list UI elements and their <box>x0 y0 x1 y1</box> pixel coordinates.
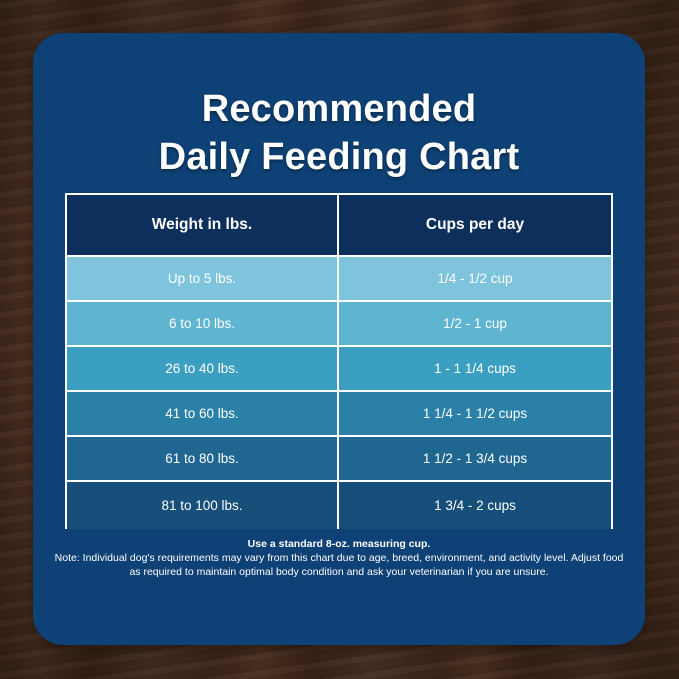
feeding-chart-panel: Recommended Daily Feeding Chart Weight i… <box>33 33 645 645</box>
cups-cell: 1/2 - 1 cup <box>443 316 507 331</box>
table-row: 81 to 100 lbs. 1 3/4 - 2 cups <box>67 480 611 529</box>
weight-cell: 6 to 10 lbs. <box>67 302 339 345</box>
title-line-1: Recommended <box>201 88 477 130</box>
weight-cell: Up to 5 lbs. <box>67 257 339 300</box>
weight-cell: 61 to 80 lbs. <box>67 437 339 480</box>
title-line-2: Daily Feeding Chart <box>158 136 520 178</box>
weight-cell: 81 to 100 lbs. <box>67 482 339 529</box>
cups-cell: 1 3/4 - 2 cups <box>434 498 516 513</box>
cups-cell: 1 1/2 - 1 3/4 cups <box>422 451 528 466</box>
table-header-row: Weight in lbs. Cups per day <box>67 195 611 255</box>
table-row: 26 to 40 lbs. 1 - 1 1/4 cups <box>67 345 611 390</box>
header-cups: Cups per day <box>425 216 525 233</box>
header-weight: Weight in lbs. <box>67 195 339 255</box>
chart-title: Recommended Daily Feeding Chart <box>33 85 645 181</box>
feeding-table: Weight in lbs. Cups per day Up to 5 lbs.… <box>65 193 613 529</box>
table-row: 61 to 80 lbs. 1 1/2 - 1 3/4 cups <box>67 435 611 480</box>
cups-cell: 1/4 - 1/2 cup <box>437 271 513 286</box>
weight-cell: 26 to 40 lbs. <box>67 347 339 390</box>
weight-cell: 41 to 60 lbs. <box>67 392 339 435</box>
disclaimer-note: Note: Individual dog's requirements may … <box>54 552 624 578</box>
table-row: Up to 5 lbs. 1/4 - 1/2 cup <box>67 255 611 300</box>
table-row: 41 to 60 lbs. 1 1/4 - 1 1/2 cups <box>67 390 611 435</box>
cups-cell: 1 1/4 - 1 1/2 cups <box>422 406 528 421</box>
table-row: 6 to 10 lbs. 1/2 - 1 cup <box>67 300 611 345</box>
cups-cell: 1 - 1 1/4 cups <box>434 361 516 376</box>
measuring-cup-note: Use a standard 8-oz. measuring cup. <box>247 538 431 550</box>
